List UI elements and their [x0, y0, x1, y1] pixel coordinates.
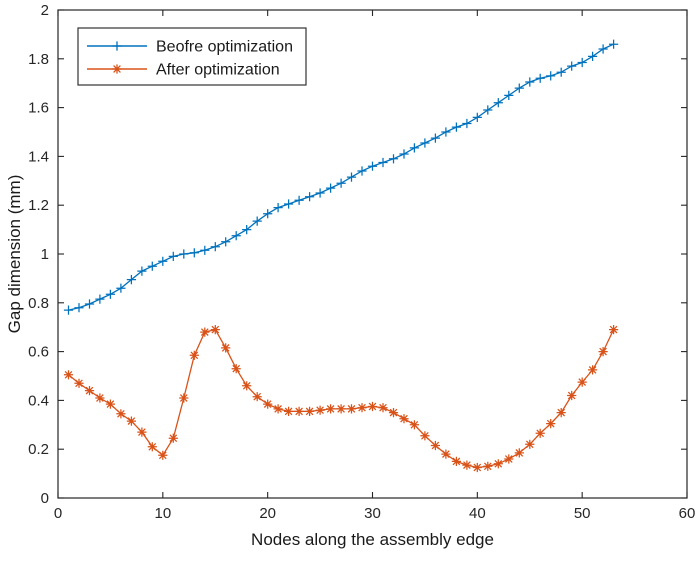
- y-tick-label: 0.4: [28, 392, 49, 409]
- series-markers-1: [63, 39, 619, 315]
- x-tick-label: 40: [469, 505, 486, 522]
- y-tick-label: 1.4: [28, 148, 49, 165]
- x-tick-label: 60: [679, 505, 696, 522]
- y-tick-label: 2: [41, 2, 49, 19]
- y-tick-label: 0.6: [28, 344, 49, 361]
- y-tick-label: 0.8: [28, 295, 49, 312]
- y-tick-label: 1: [41, 246, 49, 263]
- axes-box: [57, 9, 688, 499]
- x-axis-label: Nodes along the assembly edge: [251, 530, 494, 549]
- x-tick-label: 10: [154, 505, 171, 522]
- legend-box: [77, 27, 307, 86]
- legend-label: Beofre optimization: [156, 39, 293, 56]
- y-tick-label: 0.2: [28, 441, 49, 458]
- x-tick-label: 30: [364, 505, 381, 522]
- legend-marker-plus: [112, 41, 122, 51]
- legend-marker-asterisk: [112, 64, 122, 74]
- y-tick-label: 1.6: [28, 100, 49, 117]
- legend-label: After optimization: [156, 62, 280, 79]
- series-markers-2: [63, 325, 619, 473]
- y-tick-label: 1.2: [28, 197, 49, 214]
- y-tick-label: 0: [41, 490, 49, 507]
- x-tick-label: 50: [574, 505, 591, 522]
- y-axis-label: Gap dimension (mm): [5, 175, 24, 334]
- x-tick-label: 20: [259, 505, 276, 522]
- x-tick-label: 0: [54, 505, 62, 522]
- y-tick-label: 1.8: [28, 51, 49, 68]
